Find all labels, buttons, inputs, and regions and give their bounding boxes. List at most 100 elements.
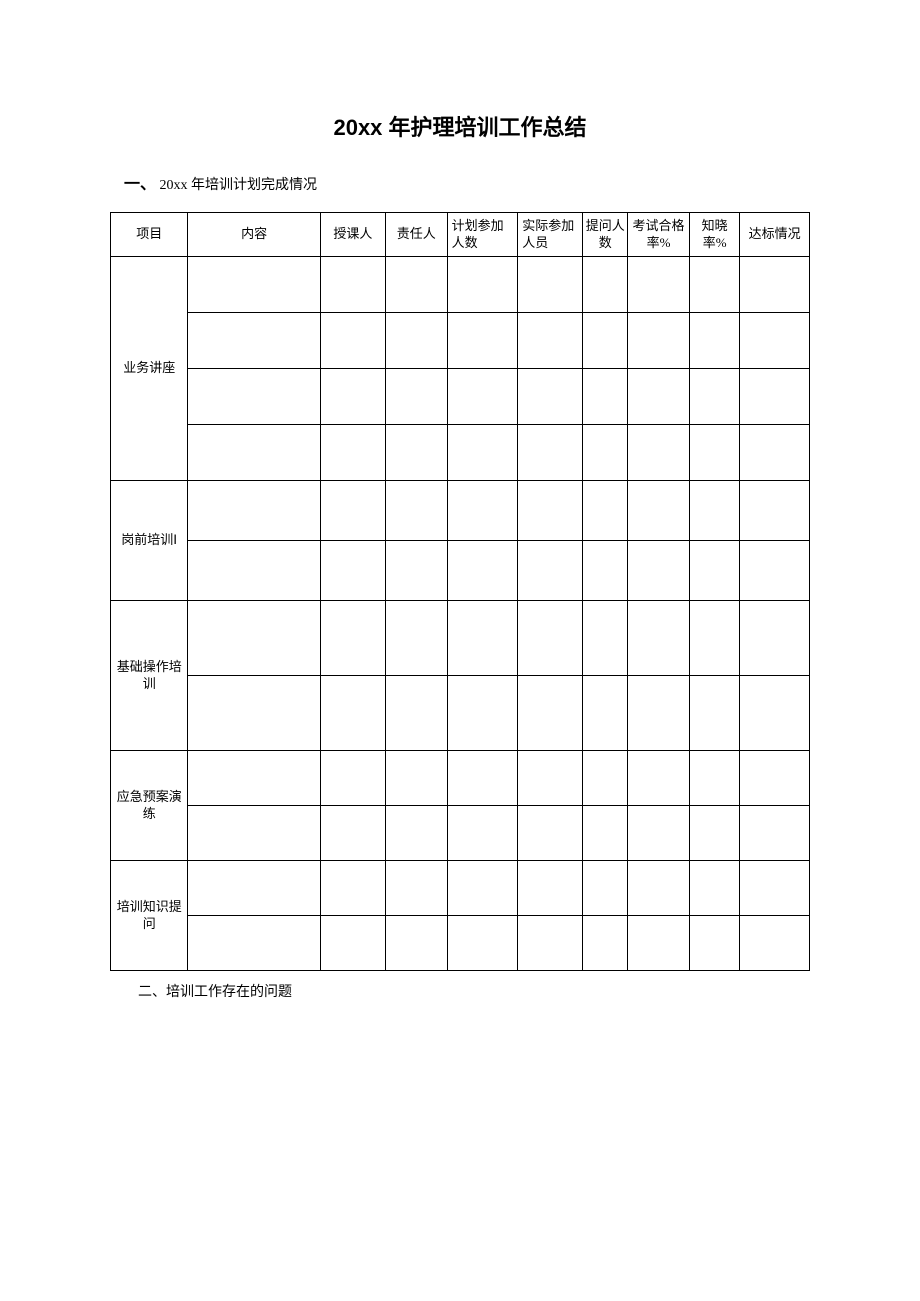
table-header-row: 项目 内容 授课人 责任人 计划参加人数 实际参加人员 提问人数 考试合格率% …: [111, 213, 810, 257]
table-cell: [385, 541, 447, 601]
table-cell: [583, 313, 628, 369]
table-cell: [689, 425, 739, 481]
table-cell: [740, 916, 810, 971]
table-cell: [385, 861, 447, 916]
table-cell: [583, 601, 628, 676]
table-cell: [583, 541, 628, 601]
table-cell: [320, 481, 385, 541]
table-cell: [689, 806, 739, 861]
table-cell: [447, 425, 518, 481]
table-cell: [740, 369, 810, 425]
th-responsible: 责任人: [385, 213, 447, 257]
table-cell: [628, 481, 690, 541]
table-cell: [320, 676, 385, 751]
table-cell: [188, 676, 320, 751]
table-cell: [583, 676, 628, 751]
table-cell: [385, 425, 447, 481]
table-cell: [447, 481, 518, 541]
table-row: 应急预案演练: [111, 751, 810, 806]
table-cell: [689, 676, 739, 751]
table-cell: [320, 806, 385, 861]
table-cell: [740, 676, 810, 751]
table-cell: [689, 257, 739, 313]
table-cell: [518, 601, 583, 676]
table-cell: [188, 541, 320, 601]
th-awareness: 知晓率%: [689, 213, 739, 257]
document-title: 20xx 年护理培训工作总结: [110, 110, 810, 142]
table-cell: [447, 601, 518, 676]
table-cell: [518, 916, 583, 971]
table-row: 培训知识提问: [111, 861, 810, 916]
row-group-label: 应急预案演练: [111, 751, 188, 861]
table-cell: [188, 806, 320, 861]
table-cell: [188, 257, 320, 313]
table-cell: [740, 601, 810, 676]
table-body: 业务讲座岗前培训Ⅰ基础操作培训应急预案演练培训知识提问: [111, 257, 810, 971]
table-cell: [320, 916, 385, 971]
table-cell: [320, 257, 385, 313]
table-cell: [740, 861, 810, 916]
table-row: 基础操作培训: [111, 601, 810, 676]
table-row: [111, 313, 810, 369]
table-cell: [385, 313, 447, 369]
table-cell: [518, 861, 583, 916]
table-cell: [518, 541, 583, 601]
table-cell: [385, 481, 447, 541]
table-cell: [689, 369, 739, 425]
table-cell: [188, 369, 320, 425]
table-cell: [188, 313, 320, 369]
table-cell: [518, 369, 583, 425]
row-group-label: 基础操作培训: [111, 601, 188, 751]
th-planned: 计划参加人数: [447, 213, 518, 257]
table-cell: [689, 916, 739, 971]
table-cell: [385, 806, 447, 861]
table-cell: [583, 806, 628, 861]
table-cell: [628, 541, 690, 601]
table-cell: [447, 313, 518, 369]
table-cell: [583, 425, 628, 481]
table-cell: [583, 861, 628, 916]
th-project: 项目: [111, 213, 188, 257]
row-group-label: 培训知识提问: [111, 861, 188, 971]
section-1-heading: 一、 20xx 年培训计划完成情况: [124, 170, 810, 194]
table-cell: [188, 425, 320, 481]
table-cell: [447, 806, 518, 861]
table-cell: [583, 751, 628, 806]
table-cell: [689, 313, 739, 369]
table-cell: [385, 916, 447, 971]
document-page: 20xx 年护理培训工作总结 一、 20xx 年培训计划完成情况 项目 内容 授…: [0, 0, 920, 1001]
table-cell: [447, 861, 518, 916]
table-cell: [385, 257, 447, 313]
table-cell: [628, 916, 690, 971]
table-cell: [628, 751, 690, 806]
table-cell: [188, 481, 320, 541]
training-table: 项目 内容 授课人 责任人 计划参加人数 实际参加人员 提问人数 考试合格率% …: [110, 212, 810, 971]
table-cell: [447, 541, 518, 601]
table-cell: [689, 751, 739, 806]
table-row: [111, 541, 810, 601]
th-actual: 实际参加人员: [518, 213, 583, 257]
row-group-label: 业务讲座: [111, 257, 188, 481]
table-cell: [320, 601, 385, 676]
table-cell: [447, 257, 518, 313]
table-cell: [628, 257, 690, 313]
table-cell: [583, 257, 628, 313]
table-cell: [689, 481, 739, 541]
table-cell: [740, 541, 810, 601]
table-row: [111, 369, 810, 425]
table-cell: [583, 481, 628, 541]
table-cell: [320, 541, 385, 601]
table-cell: [518, 676, 583, 751]
table-cell: [740, 425, 810, 481]
table-cell: [628, 425, 690, 481]
table-cell: [628, 313, 690, 369]
table-cell: [188, 916, 320, 971]
table-cell: [583, 369, 628, 425]
table-cell: [447, 369, 518, 425]
table-cell: [447, 676, 518, 751]
table-cell: [385, 751, 447, 806]
table-row: [111, 806, 810, 861]
table-cell: [188, 601, 320, 676]
table-cell: [320, 425, 385, 481]
table-cell: [518, 257, 583, 313]
